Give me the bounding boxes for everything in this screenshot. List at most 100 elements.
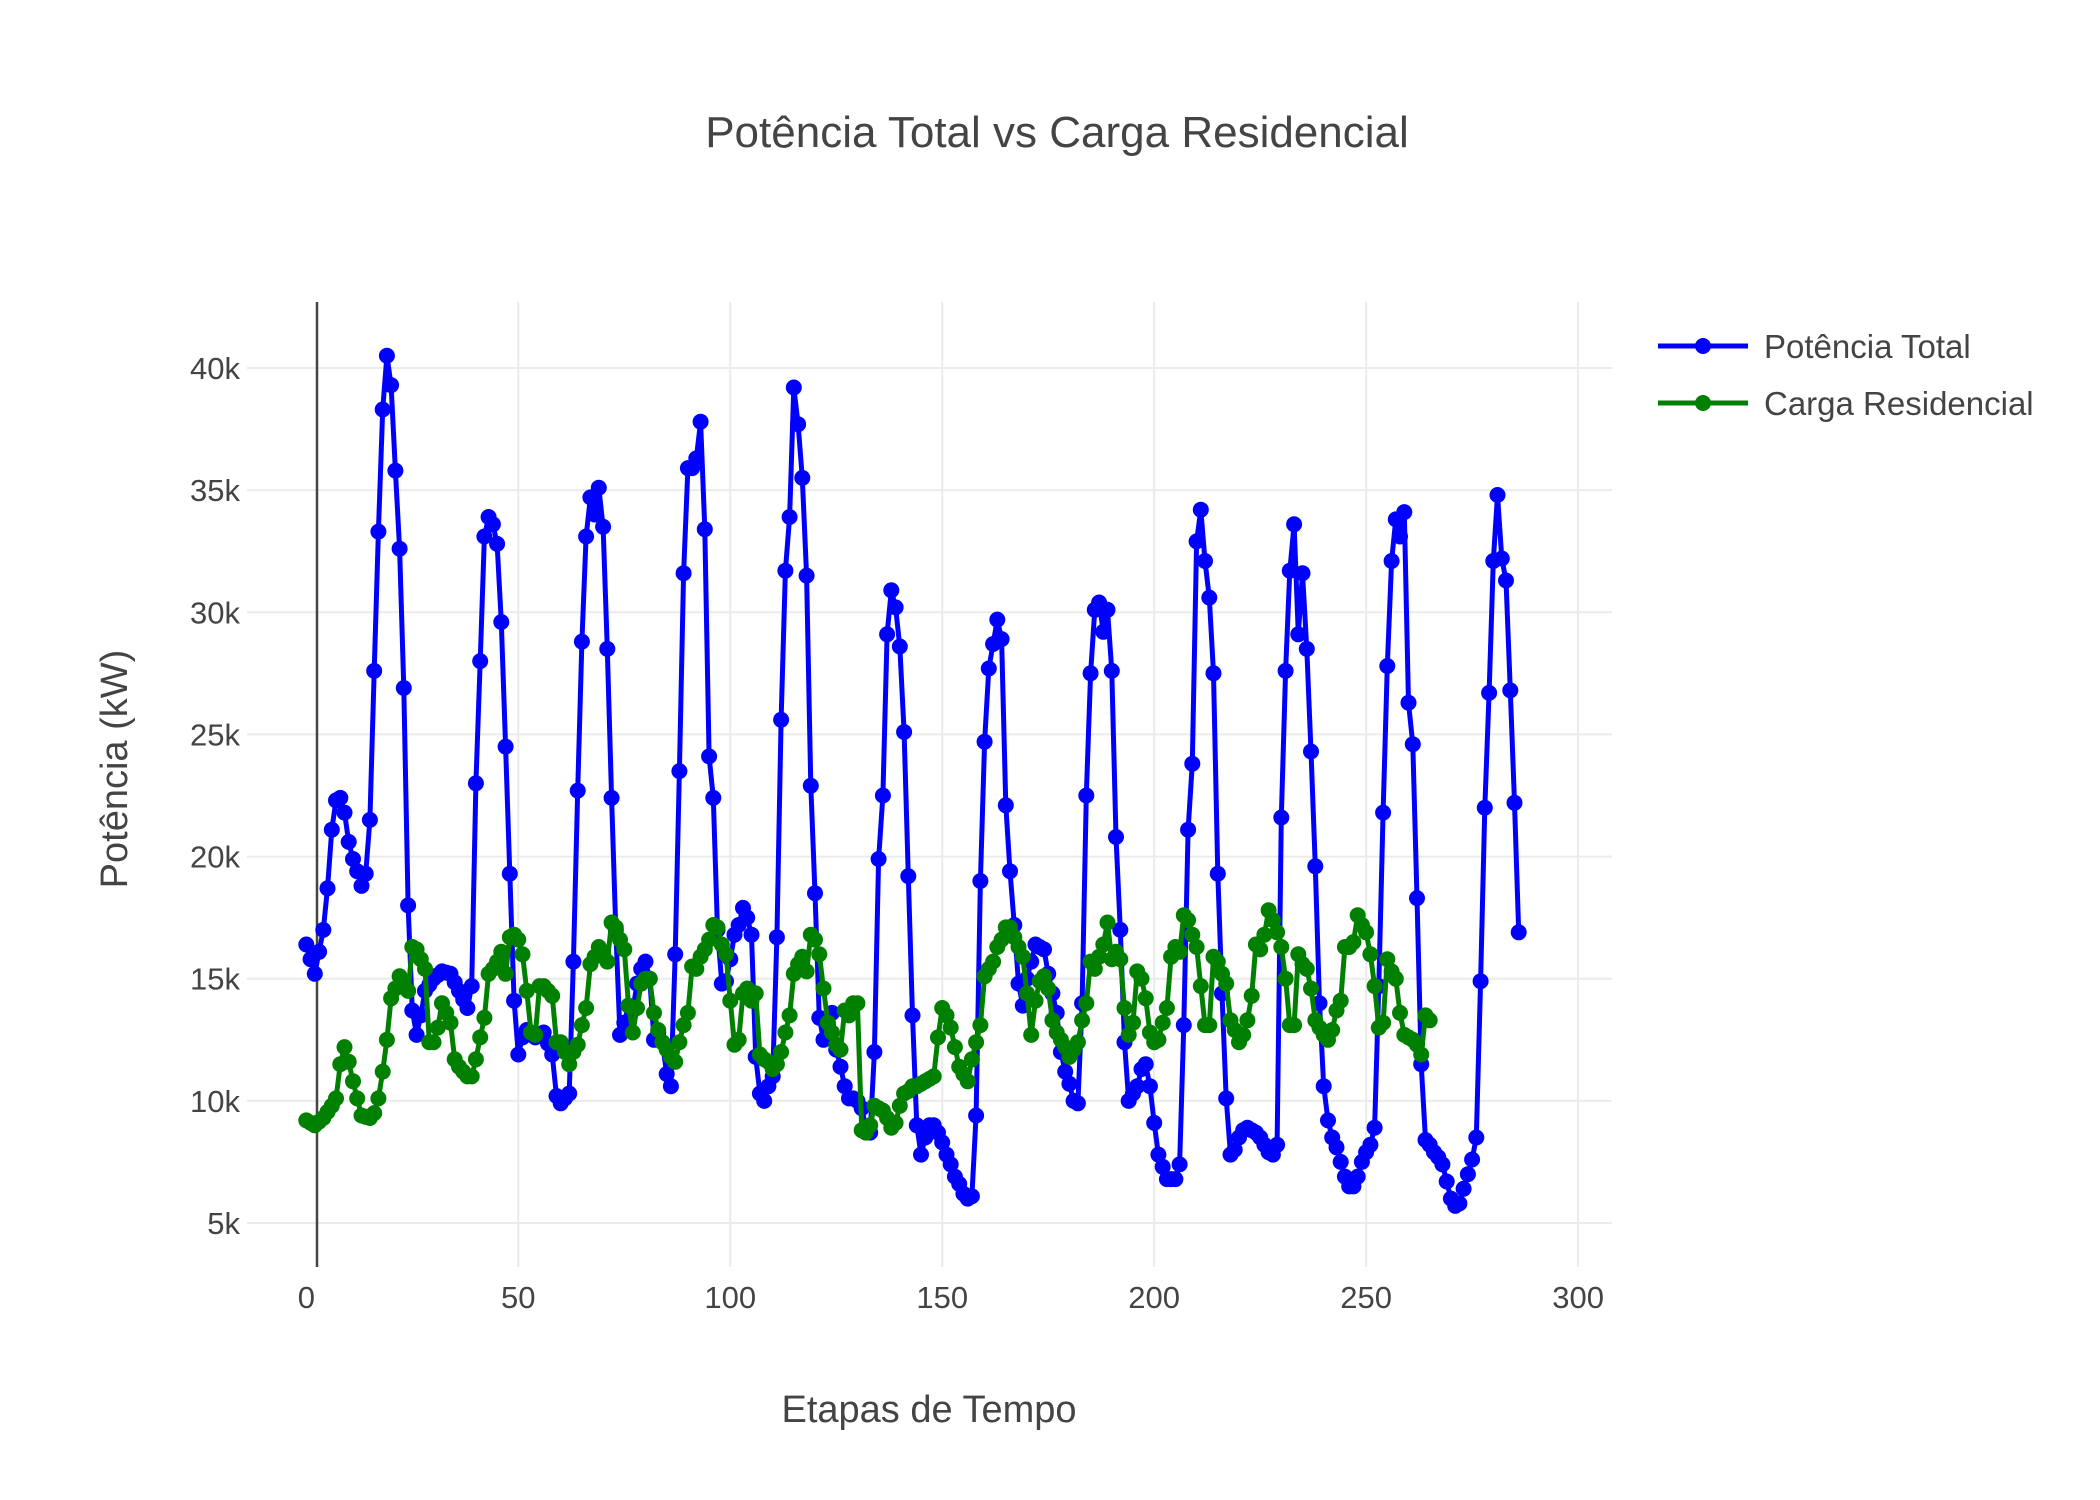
data-point[interactable] [900,868,917,885]
data-point[interactable] [1171,1156,1188,1173]
data-point[interactable] [391,540,408,557]
data-point[interactable] [510,931,527,948]
data-point[interactable] [1069,1095,1086,1112]
data-point[interactable] [802,777,819,794]
data-point[interactable] [378,1031,395,1048]
data-point[interactable] [1404,736,1421,753]
data-point[interactable] [336,1039,353,1056]
data-point[interactable] [1014,948,1031,965]
data-point[interactable] [463,978,480,995]
data-point[interactable] [493,943,510,960]
data-point[interactable] [1413,1046,1430,1063]
data-point[interactable] [569,782,586,799]
data-point[interactable] [599,640,616,657]
data-point[interactable] [993,931,1010,948]
data-point[interactable] [972,873,989,889]
data-point[interactable] [573,633,590,650]
data-point[interactable] [1472,973,1489,990]
legend-item-potencia-total[interactable]: Potência Total [1658,328,1971,365]
data-point[interactable] [345,1073,361,1090]
data-point[interactable] [866,1044,883,1060]
data-point[interactable] [467,775,484,792]
data-point[interactable] [319,880,336,897]
data-point[interactable] [1218,975,1235,992]
data-point[interactable] [378,347,395,364]
data-point[interactable] [1239,1012,1256,1029]
data-point[interactable] [1023,1026,1040,1043]
data-point[interactable] [518,982,535,999]
data-point[interactable] [1027,992,1044,1009]
data-point[interactable] [790,416,807,433]
data-point[interactable] [798,963,815,980]
data-point[interactable] [1349,1168,1366,1185]
data-point[interactable] [1125,1014,1141,1031]
data-point[interactable] [887,599,904,616]
data-point[interactable] [400,982,417,999]
data-point[interactable] [442,1014,459,1031]
data-point[interactable] [997,797,1014,814]
data-point[interactable] [1103,662,1120,679]
data-point[interactable] [323,821,340,838]
data-point[interactable] [1434,1156,1451,1173]
data-point[interactable] [510,1046,527,1063]
data-point[interactable] [671,763,688,780]
data-point[interactable] [624,1024,641,1041]
data-point[interactable] [807,885,823,902]
data-point[interactable] [527,1026,544,1043]
data-point[interactable] [497,965,514,982]
data-point[interactable] [1375,1014,1392,1031]
data-point[interactable] [1409,890,1425,907]
data-point[interactable] [989,611,1006,628]
data-point[interactable] [658,1066,675,1082]
data-point[interactable] [807,931,823,948]
data-point[interactable] [1036,968,1052,985]
data-point[interactable] [599,953,616,970]
data-point[interactable] [1396,504,1413,521]
data-point[interactable] [357,865,374,882]
data-point[interactable] [832,1041,849,1058]
data-point[interactable] [794,948,811,965]
data-point[interactable] [1298,640,1315,657]
data-point[interactable] [1095,623,1112,640]
data-point[interactable] [340,1053,357,1070]
data-point[interactable] [629,1000,645,1016]
data-point[interactable] [1315,1078,1332,1095]
data-point[interactable] [1489,487,1506,503]
data-point[interactable] [578,528,595,545]
data-point[interactable] [701,931,718,948]
data-point[interactable] [908,1117,925,1134]
data-point[interactable] [968,1034,985,1051]
data-point[interactable] [1137,990,1154,1007]
data-point[interactable] [667,946,684,963]
data-point[interactable] [544,1046,561,1063]
data-point[interactable] [1286,1017,1303,1034]
data-point[interactable] [1320,1112,1336,1129]
data-point[interactable] [675,565,692,582]
data-point[interactable] [345,851,361,867]
data-point[interactable] [675,1017,692,1034]
data-point[interactable] [1057,1063,1074,1080]
data-point[interactable] [1129,1078,1146,1095]
data-point[interactable] [1091,948,1108,965]
data-point[interactable] [841,1007,857,1024]
data-point[interactable] [1112,921,1129,938]
data-point[interactable] [298,936,315,953]
data-point[interactable] [739,909,756,926]
data-point[interactable] [1481,684,1498,701]
data-point[interactable] [1324,1022,1341,1038]
data-point[interactable] [768,929,785,946]
data-point[interactable] [891,1097,908,1114]
data-point[interactable] [1332,1153,1349,1170]
data-point[interactable] [930,1029,946,1046]
data-point[interactable] [1303,980,1319,997]
data-point[interactable] [1180,821,1197,838]
data-point[interactable] [1298,960,1315,977]
data-point[interactable] [1137,1056,1154,1073]
data-point[interactable] [781,509,798,525]
data-point[interactable] [1188,533,1205,550]
data-point[interactable] [472,653,489,670]
data-point[interactable] [1201,1017,1218,1034]
data-point[interactable] [815,980,832,997]
data-point[interactable] [1201,589,1218,606]
data-point[interactable] [565,953,582,970]
